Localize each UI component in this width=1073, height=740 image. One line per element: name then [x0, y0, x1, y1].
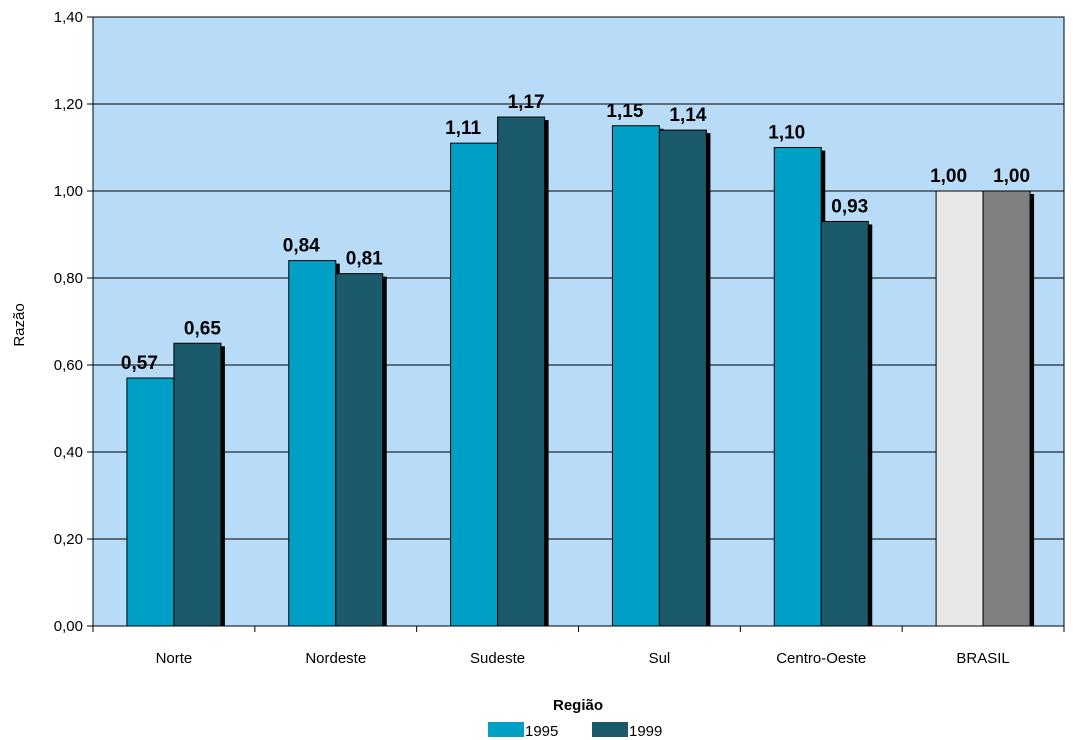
y-tick-labels: 0,00 0,20 0,40 0,60 0,80 1,00 1,20 1,40	[54, 9, 83, 635]
data-labels: 0,57 0,65 0,84 0,81 1,11 1,17 1,15 1,14 1,10 0,93…	[121, 92, 1030, 374]
y-tick-label: 0,60	[54, 357, 83, 374]
legend: 1995 1999	[488, 722, 662, 740]
bar-1999-norte	[173, 342, 222, 627]
bar-1995-brasil	[935, 190, 984, 627]
bar-1999-sul	[658, 129, 707, 627]
y-tick-label: 1,20	[54, 96, 83, 113]
x-tick-label: Centro-Oeste	[776, 650, 866, 667]
bars	[126, 116, 1035, 627]
bar-1995-centro-oeste	[773, 147, 822, 627]
data-label: 1,14	[669, 105, 706, 126]
y-tick-label: 1,00	[54, 183, 83, 200]
data-label: 0,57	[121, 353, 158, 374]
x-tick-label: Sudeste	[470, 650, 525, 667]
legend-swatch-1999	[592, 722, 628, 737]
bar-1999-sudeste	[497, 116, 546, 627]
y-axis-title: Razão	[11, 303, 28, 346]
data-label: 1,00	[993, 166, 1030, 187]
data-label: 0,65	[184, 318, 221, 339]
y-tick-label: 1,40	[54, 9, 83, 26]
bar-1999-brasil	[982, 190, 1031, 627]
bar-1995-sul	[611, 125, 660, 627]
data-label: 0,84	[283, 236, 320, 257]
bar-1995-nordeste	[288, 260, 337, 627]
x-tick-label: Nordeste	[305, 650, 366, 667]
bar-1999-nordeste	[335, 273, 384, 627]
data-label: 0,81	[346, 249, 383, 270]
x-tick-labels: Norte Nordeste Sudeste Sul Centro-Oeste BRASI…	[156, 650, 1010, 667]
plot-area	[92, 16, 1065, 627]
data-label: 1,17	[508, 92, 545, 113]
y-tick-label: 0,00	[54, 618, 83, 635]
x-axis-title: Região	[553, 697, 603, 714]
x-tick-label: Sul	[649, 650, 671, 667]
data-label: 1,11	[445, 118, 481, 139]
data-label: 1,10	[768, 123, 805, 144]
y-tick-label: 0,40	[54, 444, 83, 461]
bar-1995-norte	[126, 377, 175, 627]
data-label: 1,00	[930, 166, 967, 187]
data-label: 0,93	[831, 196, 868, 217]
legend-label-1995: 1995	[525, 723, 558, 740]
axes	[87, 16, 1065, 632]
gridlines	[93, 103, 1064, 540]
x-tick-label: Norte	[156, 650, 193, 667]
legend-swatch-1995	[488, 722, 524, 737]
x-tick-label: BRASIL	[956, 650, 1009, 667]
bar-1995-sudeste	[450, 142, 499, 627]
y-tick-label: 0,20	[54, 531, 83, 548]
y-tick-label: 0,80	[54, 270, 83, 287]
bar-1999-centro-oeste	[820, 220, 869, 627]
legend-label-1999: 1999	[629, 723, 662, 740]
data-label: 1,15	[606, 101, 643, 122]
